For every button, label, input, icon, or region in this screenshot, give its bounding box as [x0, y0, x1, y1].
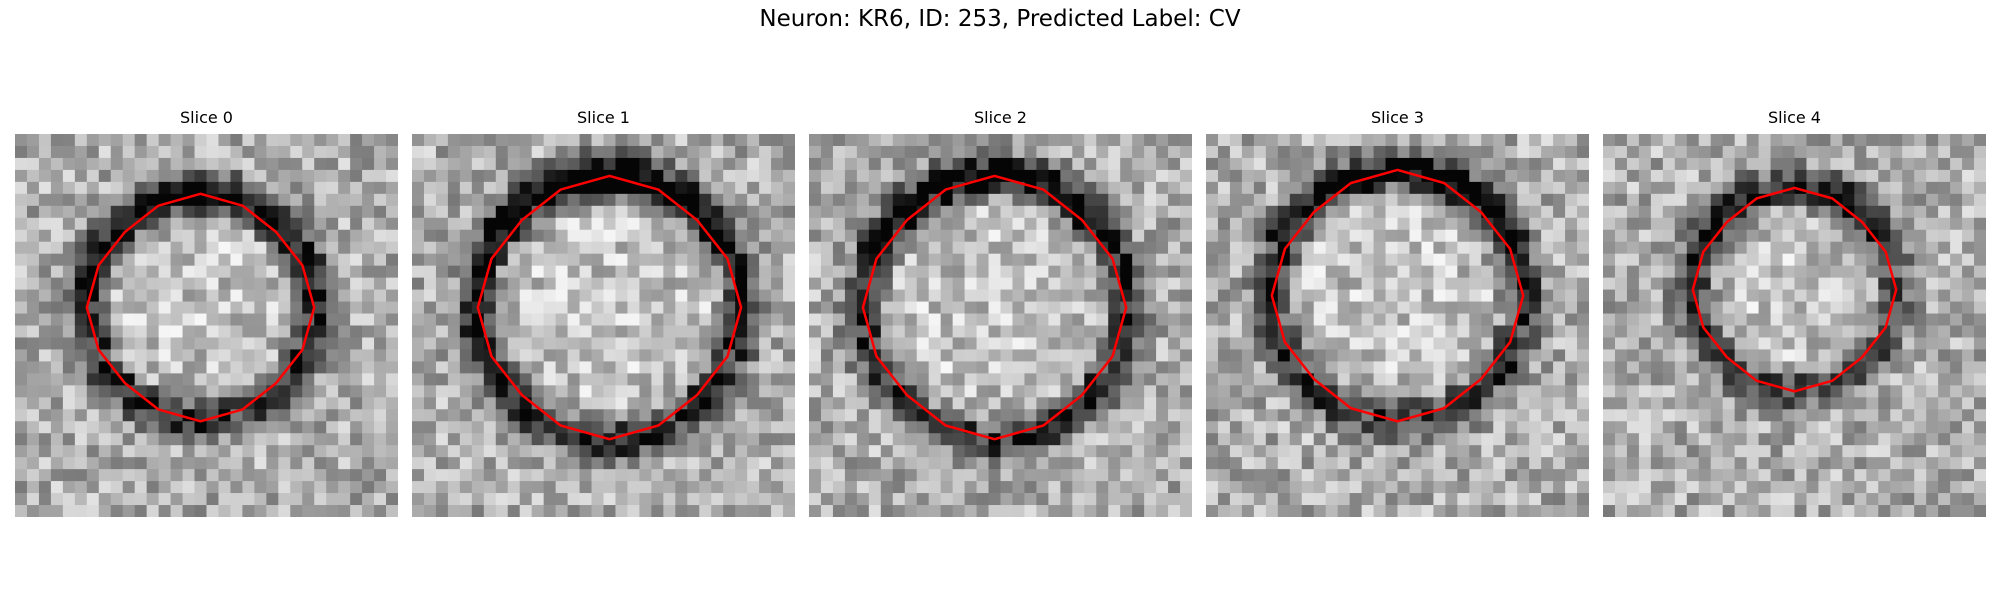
slice-title-2: Slice 2	[809, 108, 1192, 127]
slice-image-4	[1603, 134, 1986, 517]
figure-title: Neuron: KR6, ID: 253, Predicted Label: C…	[0, 6, 2000, 32]
slice-title-4: Slice 4	[1603, 108, 1986, 127]
slice-image-3	[1206, 134, 1589, 517]
slice-image-1	[412, 134, 795, 517]
slice-title-3: Slice 3	[1206, 108, 1589, 127]
slice-title-0: Slice 0	[15, 108, 398, 127]
slice-title-1: Slice 1	[412, 108, 795, 127]
slice-image-2	[809, 134, 1192, 517]
slice-image-0	[15, 134, 398, 517]
